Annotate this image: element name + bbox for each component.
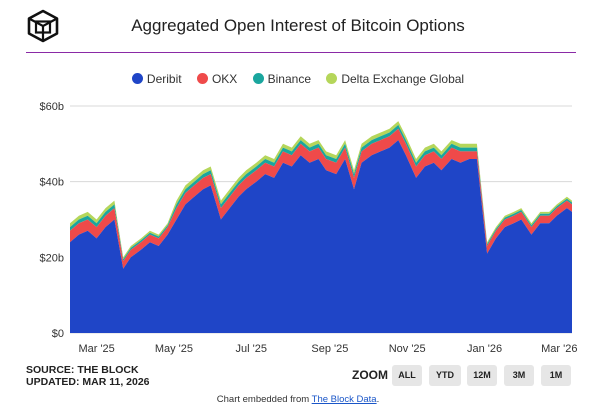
source-label: SOURCE: THE BLOCK bbox=[26, 364, 139, 376]
legend-dot-deribit bbox=[131, 73, 143, 84]
zoom-ytd-button[interactable]: YTD bbox=[429, 365, 461, 386]
source-block: SOURCE: THE BLOCK UPDATED: MAR 11, 2026 bbox=[26, 364, 150, 388]
footer-text: Chart embedded from bbox=[216, 394, 312, 405]
y-tick-label: $40b bbox=[40, 177, 64, 189]
x-tick-label: Sep '25 bbox=[311, 343, 348, 355]
zoom-1m-button[interactable]: 1M bbox=[541, 365, 571, 386]
x-axis: Mar '25 May '25 Jul '25 Sep '25 Nov '25 Jan '… bbox=[78, 343, 577, 355]
x-tick-label: May '25 bbox=[155, 343, 193, 355]
embed-footer: Chart embedded from The Block Data. bbox=[0, 394, 596, 405]
x-tick-label: Nov '25 bbox=[389, 343, 426, 355]
zoom-3m-button[interactable]: 3M bbox=[504, 365, 534, 386]
legend-label-okx: OKX bbox=[211, 72, 238, 86]
legend-dot-delta-exchange-global bbox=[326, 73, 338, 84]
y-tick-label: $60b bbox=[40, 101, 64, 113]
x-tick-label: Mar '26 bbox=[541, 343, 577, 355]
footer-suffix: . bbox=[376, 394, 380, 405]
area-deribit[interactable] bbox=[70, 140, 572, 333]
x-tick-label: Jul '25 bbox=[236, 343, 267, 355]
updated-label: UPDATED: MAR 11, 2026 bbox=[26, 376, 150, 388]
the-block-logo-icon[interactable] bbox=[26, 9, 60, 43]
chart-areas bbox=[70, 121, 572, 333]
chart-header: Aggregated Open Interest of Bitcoin Opti… bbox=[0, 0, 596, 54]
chart-legend: Deribit OKX Binance Delta Exchange Globa… bbox=[0, 72, 596, 86]
area-okx[interactable] bbox=[70, 128, 572, 269]
open-interest-chart[interactable]: $0 $20b $40b $60b Mar '25 May '25 Jul '25 Sep … bbox=[0, 90, 596, 355]
legend-item-binance[interactable]: Binance bbox=[252, 72, 311, 86]
legend-label-binance: Binance bbox=[267, 72, 311, 86]
zoom-label: ZOOM bbox=[352, 368, 388, 382]
legend-dot-binance bbox=[252, 73, 264, 84]
x-tick-label: Jan '26 bbox=[467, 343, 502, 355]
x-tick-label: Mar '25 bbox=[78, 343, 114, 355]
y-tick-label: $20b bbox=[40, 252, 64, 264]
legend-item-deribit[interactable]: Deribit bbox=[131, 72, 182, 86]
y-tick-label: $0 bbox=[52, 328, 64, 340]
legend-label-delta-exchange-global: Delta Exchange Global bbox=[341, 72, 465, 86]
chart-title: Aggregated Open Interest of Bitcoin Opti… bbox=[131, 16, 465, 35]
y-axis: $0 $20b $40b $60b bbox=[40, 101, 64, 340]
legend-item-delta-exchange-global[interactable]: Delta Exchange Global bbox=[326, 72, 464, 86]
legend-item-okx[interactable]: OKX bbox=[196, 72, 238, 86]
zoom-12m-button[interactable]: 12M bbox=[467, 365, 497, 386]
legend-dot-okx bbox=[196, 73, 208, 84]
legend-label-deribit: Deribit bbox=[146, 72, 182, 86]
title-divider bbox=[26, 52, 576, 53]
the-block-data-link[interactable]: The Block Data bbox=[311, 394, 377, 405]
zoom-all-button[interactable]: ALL bbox=[392, 365, 422, 386]
